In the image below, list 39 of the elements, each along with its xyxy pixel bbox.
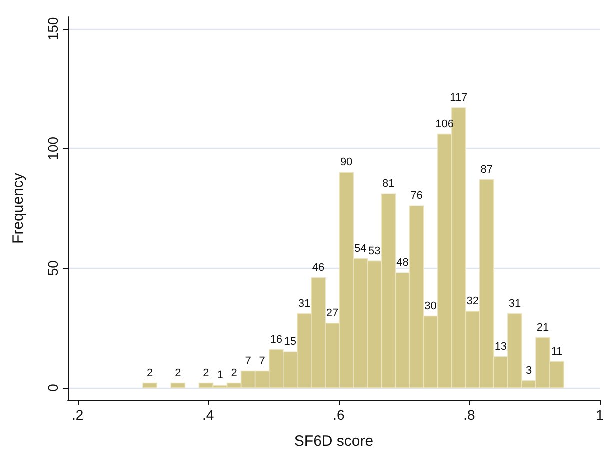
data-label: 16	[270, 334, 283, 346]
data-label: 7	[259, 355, 266, 368]
data-label: 2	[147, 367, 154, 380]
data-label: 31	[298, 298, 311, 310]
data-label: 48	[396, 257, 409, 270]
data-label: 2	[203, 367, 210, 380]
y-tick-label: 50	[45, 260, 61, 276]
data-label: 81	[382, 178, 395, 190]
y-axis-title: Frequency	[10, 172, 27, 244]
x-tick-label: .2	[72, 407, 84, 423]
y-tick-label: 100	[45, 136, 61, 160]
data-label: 76	[410, 190, 423, 202]
data-label: 31	[508, 298, 522, 310]
x-tick-label: .6	[333, 407, 345, 423]
data-label: 106	[436, 118, 454, 130]
data-label: 3	[526, 364, 532, 377]
data-label: 27	[326, 308, 339, 320]
data-label: 32	[466, 296, 479, 308]
data-label: 13	[494, 341, 508, 354]
x-tick-label: .8	[464, 407, 476, 423]
data-label: 11	[551, 346, 563, 358]
data-label: 90	[340, 156, 353, 169]
data-label: 46	[312, 262, 325, 274]
x-tick-label: .4	[202, 407, 214, 423]
data-label: 21	[536, 322, 550, 334]
data-label: 54	[354, 242, 367, 255]
data-label: 2	[175, 367, 182, 380]
y-tick-label: 150	[45, 17, 61, 41]
y-tick-label: 0	[45, 384, 61, 392]
data-label: 53	[368, 245, 381, 258]
data-label: 117	[450, 92, 468, 104]
data-label: 87	[480, 164, 494, 176]
data-label: 15	[284, 336, 297, 348]
data-label: 1	[217, 370, 224, 382]
data-label: 30	[424, 300, 437, 312]
data-label: 2	[231, 367, 238, 380]
x-tick-label: 1	[596, 407, 604, 423]
x-axis-title: SF6D score	[294, 433, 374, 450]
data-label: 7	[245, 355, 252, 368]
